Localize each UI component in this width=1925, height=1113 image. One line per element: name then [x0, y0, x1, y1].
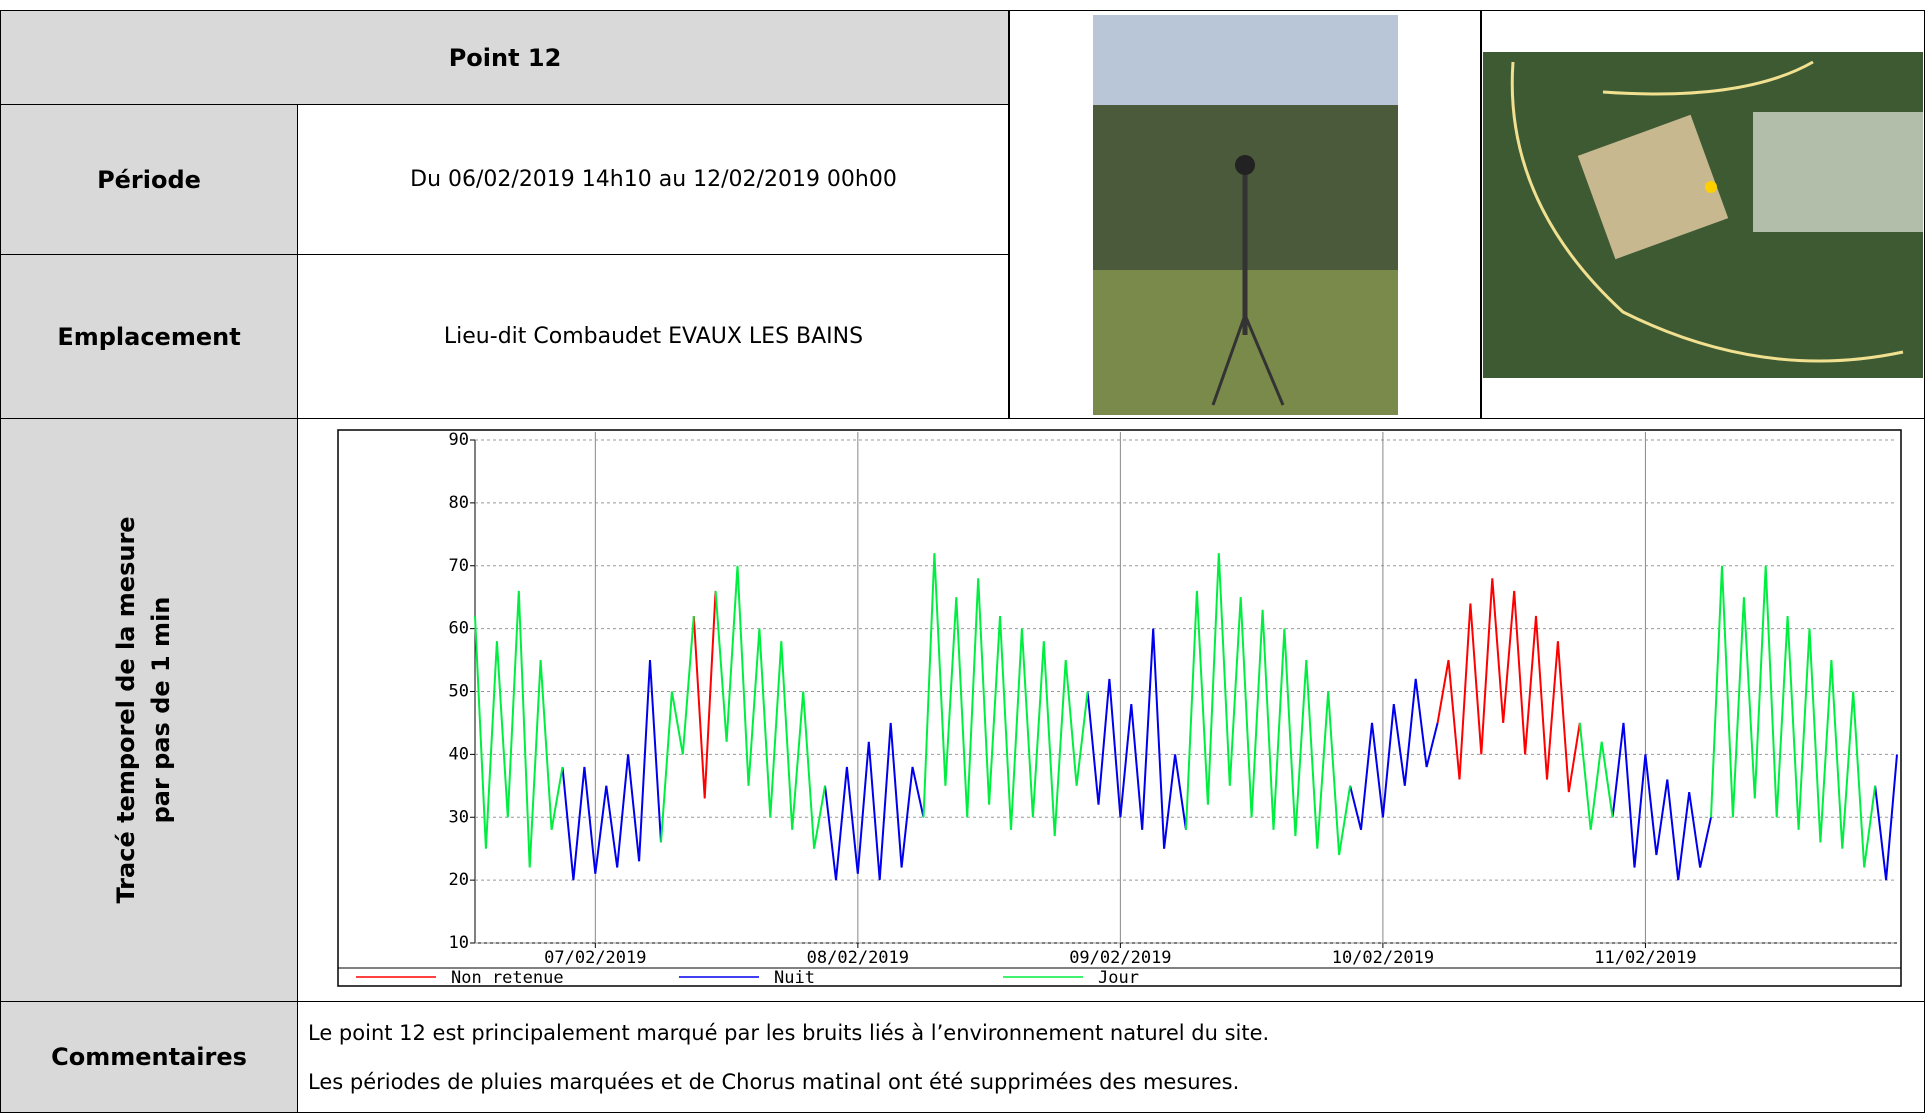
photo	[1092, 14, 1398, 415]
series-line	[561, 628, 1898, 881]
y-tick-label: 30	[449, 807, 469, 827]
photo-cell	[1008, 10, 1482, 419]
x-tick-label: 11/02/2019	[1594, 948, 1696, 968]
comments-cell: Le point 12 est principalement marqué pa…	[297, 1001, 1925, 1113]
chart-label-line: Tracé temporel de la mesure	[112, 516, 140, 903]
title: Point 12	[448, 43, 562, 72]
map	[1482, 51, 1923, 378]
chart-frame	[337, 429, 1902, 987]
x-tick-label: 07/02/2019	[544, 948, 646, 968]
legend-label: Nuit	[774, 968, 815, 988]
row-value: Du 06/02/2019 14h10 au 12/02/2019 00h00	[410, 167, 897, 192]
y-tick-label: 80	[449, 493, 469, 513]
series-line	[474, 553, 1877, 868]
label-cell: Tracé temporel de la mesure par pas de 1 …	[0, 418, 298, 1002]
y-tick-label: 20	[449, 870, 469, 890]
y-tick-label: 10	[449, 933, 469, 953]
comment: Le point 12 est principalement marqué pa…	[308, 1020, 1270, 1045]
y-tick-label: 70	[449, 556, 469, 576]
row-value: Lieu-dit Combaudet EVAUX LES BAINS	[443, 324, 864, 349]
x-tick-label: 10/02/2019	[1332, 948, 1434, 968]
map-cell	[1480, 10, 1925, 419]
row-label: Emplacement	[57, 322, 241, 351]
x-tick-label: 09/02/2019	[1069, 948, 1171, 968]
series-line	[692, 578, 1581, 799]
x-tick-label: 08/02/2019	[807, 948, 909, 968]
chart-label-line: par pas de 1 min	[147, 597, 175, 824]
chart-label: Tracé temporel de la mesure par pas de 1 …	[112, 516, 175, 903]
y-tick-label: 50	[449, 682, 469, 702]
legend-label: Jour	[1098, 968, 1139, 988]
y-tick-label: 90	[449, 430, 469, 450]
legend-label: Non retenue	[451, 968, 564, 988]
comments-label: Commentaires	[51, 1043, 247, 1071]
label-cell: Commentaires	[0, 1001, 298, 1113]
comment: Les périodes de pluies marquées et de Ch…	[308, 1069, 1240, 1094]
title-cell: Point 12	[0, 10, 1010, 105]
y-tick-label: 60	[449, 619, 469, 639]
y-tick-label: 40	[449, 744, 469, 764]
row-label: Période	[97, 165, 201, 194]
